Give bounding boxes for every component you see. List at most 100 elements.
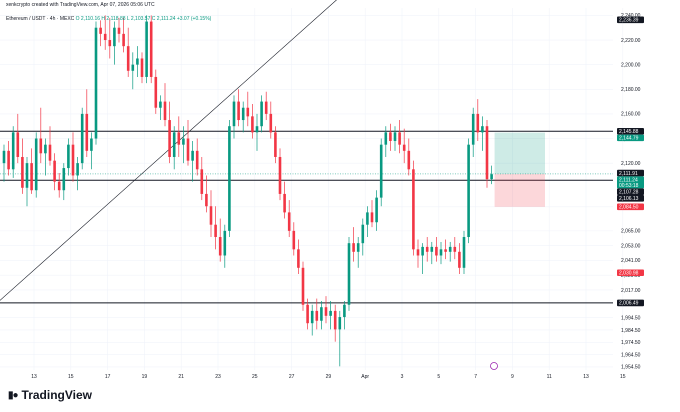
candle-body: [490, 174, 493, 180]
price-tag-bg: [617, 269, 644, 277]
x-tick-label: 27: [289, 374, 295, 380]
candle: [430, 241, 434, 265]
candle-body: [356, 243, 360, 252]
candle-body: [453, 246, 457, 252]
candle-body: [11, 132, 15, 170]
candle-body: [329, 310, 332, 316]
x-tick-label: 13: [31, 374, 37, 380]
candle-body: [30, 163, 33, 191]
candle: [39, 107, 43, 164]
price-tag-bg: [617, 195, 644, 202]
y-tick-label: 2,160.00: [621, 112, 641, 118]
candle-body: [195, 150, 199, 170]
price-tag-bg: [617, 127, 644, 135]
candle-body: [260, 101, 263, 127]
x-tick-label: 3: [401, 374, 404, 380]
y-tick-label: 1,974.50: [621, 340, 641, 346]
candle-body: [361, 224, 365, 244]
candle-body: [117, 27, 121, 34]
candle: [333, 304, 337, 342]
price-tag-label: 2,084.50: [619, 205, 639, 211]
candle: [25, 156, 29, 207]
candle-body: [76, 163, 79, 176]
candle-body: [67, 144, 70, 169]
candle: [76, 156, 79, 191]
candle: [421, 243, 424, 274]
price-tag: 2,144.79: [617, 134, 644, 142]
horizontal-levels: [0, 130, 613, 304]
candle: [140, 52, 144, 84]
candle: [94, 21, 98, 145]
price-tag-label: 2,107.28: [619, 189, 639, 195]
candle-body: [163, 101, 167, 121]
candle: [278, 148, 282, 201]
candle-body: [476, 113, 480, 133]
candle-body: [140, 58, 144, 77]
candle: [389, 123, 392, 151]
x-tick-label: Apr: [361, 374, 369, 380]
price-tag: 2,030.98: [617, 269, 644, 276]
candle: [34, 132, 38, 198]
candle: [352, 227, 355, 262]
candle: [476, 99, 480, 141]
candle: [458, 243, 461, 274]
candle: [232, 95, 236, 139]
time-axis[interactable]: 13 15 17 19 21 23 25 27 29 Apr 3 5 7 9 11 13 15: [31, 362, 626, 381]
candle-body: [389, 132, 392, 141]
candle: [448, 241, 452, 262]
candle-body: [444, 249, 447, 252]
y-tick-label: 2,065.00: [621, 229, 641, 235]
candle: [113, 21, 116, 65]
candle: [53, 153, 56, 191]
candle: [384, 126, 388, 157]
long-position-tool[interactable]: [0, 132, 613, 207]
candle-body: [34, 138, 38, 191]
candle-body: [21, 156, 24, 188]
price-tag-label: 2,144.79: [619, 136, 639, 142]
candle: [370, 200, 374, 228]
price-tag: 2,145.88: [617, 127, 644, 135]
candle: [62, 163, 66, 201]
price-tag-label: 2,111.24: [619, 177, 638, 183]
candle-body: [136, 58, 139, 65]
candle: [416, 239, 420, 268]
candle: [264, 91, 268, 121]
price-tag: 2,111.91: [617, 169, 644, 177]
candle-body: [218, 237, 222, 256]
candle: [11, 126, 15, 178]
candle: [439, 241, 443, 265]
candle-body: [177, 132, 181, 145]
candle: [301, 261, 305, 311]
ohlc-values: O 2,110.16 H 2,118.88 L 2,103.57 C 2,111…: [75, 16, 212, 22]
price-tag-bg: [617, 134, 644, 142]
candle-body: [94, 27, 98, 139]
candle-body: [467, 144, 470, 238]
candle-body: [278, 156, 282, 194]
candle-body: [90, 138, 93, 151]
candle: [168, 101, 171, 164]
candle-body: [113, 27, 116, 47]
event-flag-icon: [490, 362, 498, 370]
candle: [490, 165, 493, 185]
candle-body: [223, 230, 227, 256]
symbol-legend: Ethereum / USDT · 4h · MEXC O 2,110.16 H…: [6, 16, 211, 22]
candle: [67, 138, 70, 176]
candle: [283, 181, 286, 219]
y-tick-label: 2,200.00: [621, 62, 641, 68]
candle: [182, 126, 185, 164]
candle-body: [425, 246, 429, 252]
candle: [48, 126, 52, 166]
candle-body: [485, 126, 489, 180]
candle-body: [375, 197, 378, 223]
candle-body: [159, 101, 162, 108]
bar-countdown: 00:53:18: [619, 183, 639, 189]
x-tick-label: 23: [215, 374, 221, 380]
x-tick-label: 19: [142, 374, 148, 380]
trendline[interactable]: [0, 0, 347, 303]
candle: [7, 140, 10, 176]
candle: [471, 107, 475, 157]
candle: [159, 95, 162, 121]
y-tick-label: 2,240.00: [621, 13, 641, 19]
candle: [85, 89, 89, 157]
